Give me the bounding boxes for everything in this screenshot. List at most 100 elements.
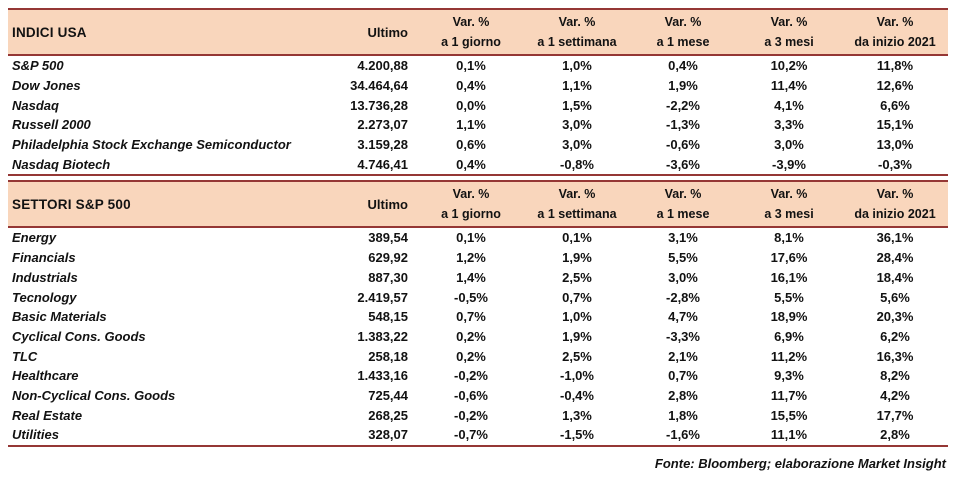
var-value: 1,9%: [668, 78, 698, 94]
row-label: Basic Materials: [12, 309, 107, 325]
table-row: Real Estate 268,25 -0,2% 1,3% 1,8% 15,5% 17,7%: [8, 405, 948, 425]
var-value: 4,1%: [774, 97, 804, 113]
var-value: 1,0%: [562, 58, 592, 74]
table-header: INDICI USA Ultimo Var. % a 1 giorno Var. % a…: [8, 10, 948, 56]
column-header: Ultimo: [367, 196, 408, 212]
var-value: 0,2%: [456, 328, 486, 344]
var-value: 5,5%: [774, 289, 804, 305]
row-label: Dow Jones: [12, 78, 81, 94]
var-value: -0,2%: [454, 368, 488, 384]
var-value: 8,2%: [880, 368, 910, 384]
table-row: Cyclical Cons. Goods 1.383,22 0,2% 1,9% -3,3…: [8, 327, 948, 347]
settori-sp500-table: SETTORI S&P 500 Ultimo Var. % a 1 giorno Va…: [8, 180, 948, 447]
var-value: -0,6%: [454, 387, 488, 403]
var-value: 11,4%: [770, 78, 808, 94]
var-value: 10,2%: [770, 58, 808, 74]
var-value: 15,5%: [770, 407, 808, 423]
var-value: 20,3%: [876, 309, 914, 325]
last-value: 1.433,16: [357, 368, 408, 384]
var-value: 0,0%: [456, 97, 486, 113]
var-value: 0,2%: [456, 348, 486, 364]
var-value: -0,2%: [454, 407, 488, 423]
row-label: Utilities: [12, 427, 59, 443]
column-header: Ultimo: [367, 24, 408, 40]
var-value: 28,4%: [876, 250, 914, 266]
var-value: -0,6%: [666, 137, 700, 153]
table-row: Dow Jones 34.464,64 0,4% 1,1% 1,9% 11,4% 12,6%: [8, 76, 948, 96]
var-value: 0,1%: [562, 230, 592, 246]
var-value: 5,5%: [668, 250, 698, 266]
var-value: 3,0%: [774, 137, 804, 153]
row-label: Nasdaq Biotech: [12, 156, 111, 172]
var-value: 2,8%: [668, 387, 698, 403]
var-value: 8,1%: [774, 230, 804, 246]
row-label: Non-Cyclical Cons. Goods: [12, 387, 176, 403]
table-row: Russell 2000 2.273,07 1,1% 3,0% -1,3% 3,3% 15,…: [8, 115, 948, 135]
var-value: 0,7%: [562, 289, 592, 305]
var-value: -0,5%: [454, 289, 488, 305]
var-value: 0,6%: [456, 137, 486, 153]
var-value: 11,2%: [770, 348, 808, 364]
column-header: Var. % a 1 settimana: [537, 187, 617, 222]
var-value: 16,1%: [770, 269, 808, 285]
var-value: 1,5%: [562, 97, 592, 113]
var-value: 6,9%: [774, 328, 804, 344]
last-value: 13.736,28: [350, 97, 408, 113]
row-label: Financials: [12, 250, 76, 266]
last-value: 629,92: [368, 250, 408, 266]
var-value: 3,0%: [668, 269, 698, 285]
row-label: Philadelphia Stock Exchange Semiconducto…: [12, 137, 291, 153]
last-value: 4.746,41: [357, 156, 408, 172]
var-value: 3,0%: [562, 137, 592, 153]
row-label: Russell 2000: [12, 117, 91, 133]
var-value: 0,1%: [456, 230, 486, 246]
var-value: -0,8%: [560, 156, 594, 172]
column-header: Var. % a 3 mesi: [764, 187, 814, 222]
table-row: Industrials 887,30 1,4% 2,5% 3,0% 16,1% 18,4%: [8, 268, 948, 288]
var-value: -0,3%: [878, 156, 912, 172]
var-value: 3,3%: [774, 117, 804, 133]
var-value: -3,3%: [666, 328, 700, 344]
var-value: 18,9%: [770, 309, 808, 325]
table-row: Non-Cyclical Cons. Goods 725,44 -0,6% -0,4%…: [8, 386, 948, 406]
table-row: Nasdaq Biotech 4.746,41 0,4% -0,8% -3,6% -3,9…: [8, 154, 948, 174]
column-header: Var. % a 1 settimana: [537, 15, 617, 49]
var-value: -3,6%: [666, 156, 700, 172]
column-header: Var. % a 1 giorno: [441, 15, 501, 49]
row-label: Nasdaq: [12, 97, 59, 113]
var-value: 1,2%: [456, 250, 486, 266]
column-header: Var. % da inizio 2021: [854, 15, 936, 49]
var-value: 1,9%: [562, 250, 592, 266]
table-title: SETTORI S&P 500: [12, 196, 131, 212]
var-value: 1,1%: [456, 117, 486, 133]
indici-usa-table: INDICI USA Ultimo Var. % a 1 giorno Var. % a…: [8, 8, 948, 177]
last-value: 1.383,22: [357, 328, 408, 344]
var-value: 1,3%: [562, 407, 592, 423]
last-value: 3.159,28: [357, 137, 408, 153]
var-value: 2,8%: [880, 427, 910, 443]
var-value: 3,1%: [668, 230, 698, 246]
row-label: Energy: [12, 230, 57, 246]
var-value: 1,1%: [562, 78, 592, 94]
var-value: 18,4%: [876, 269, 914, 285]
var-value: 1,9%: [562, 328, 592, 344]
var-value: -1,6%: [666, 427, 700, 443]
var-value: 36,1%: [876, 230, 914, 246]
var-value: 5,6%: [880, 289, 910, 305]
var-value: 2,5%: [562, 348, 592, 364]
var-value: 0,1%: [456, 58, 486, 74]
table-row: Nasdaq 13.736,28 0,0% 1,5% -2,2% 4,1% 6,6%: [8, 95, 948, 115]
column-header: Var. % a 1 giorno: [441, 187, 501, 222]
var-value: 0,4%: [456, 156, 486, 172]
var-value: 13,0%: [876, 137, 914, 153]
var-value: 16,3%: [876, 348, 914, 364]
last-value: 34.464,64: [350, 78, 408, 94]
table-row: Philadelphia Stock Exchange Semiconducto…: [8, 135, 948, 155]
table-body: S&P 500 4.200,88 0,1% 1,0% 0,4% 10,2% 11,8% Dow…: [8, 56, 948, 174]
var-value: 15,1%: [876, 117, 914, 133]
table-row: Healthcare 1.433,16 -0,2% -1,0% 0,7% 9,3% 8,2%: [8, 366, 948, 386]
row-label: Industrials: [12, 269, 78, 285]
last-value: 2.419,57: [357, 289, 408, 305]
var-value: 11,8%: [876, 58, 914, 74]
